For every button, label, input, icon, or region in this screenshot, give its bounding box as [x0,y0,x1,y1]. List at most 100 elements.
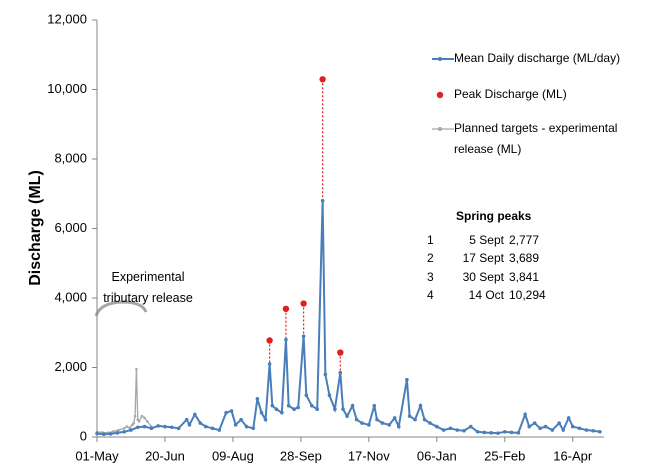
series-point [577,426,582,431]
peak-point [266,337,273,344]
series-point [135,367,138,371]
series-point [108,432,113,436]
series-point [350,403,355,408]
series-point [145,420,149,423]
series-point [422,417,427,422]
series-point [482,430,487,435]
annotation: Experimental tributary release [103,270,193,305]
x-tick-label: 25-Feb [484,448,525,463]
legend-swatch [432,57,454,61]
y-tick-label: 4,000 [54,289,87,304]
series-point [149,426,154,431]
spring-peaks-cell: 30 Sept [462,269,504,284]
legend-label: Peak Discharge (ML) [454,87,567,101]
spring-peaks-cell: 5 Sept [469,232,504,247]
series-point [496,431,500,435]
series-point [125,425,129,428]
spring-peaks-cell: 3,841 [509,269,540,284]
series-point [142,424,147,429]
legend-swatch [432,127,454,131]
spring-peaks-title: Spring peaks [456,209,532,223]
y-tick-label: 6,000 [54,220,87,235]
series-point [475,429,480,434]
spring-peaks-row: 3 30 Sept 3,841 [424,268,574,287]
y-tick-label: 0 [80,428,87,443]
series-point [557,421,561,425]
series-point [251,426,256,431]
series-point [122,429,126,434]
series-point [543,424,548,429]
series-point [413,417,417,422]
series-point [428,421,432,425]
series-point [315,407,319,412]
series-point [184,417,189,422]
spring-peaks-cell: 17 Sept [462,251,504,265]
peak-point [337,349,344,356]
series-point [198,421,203,425]
series-point [239,417,243,422]
spring-peaks-cell: 3 [427,269,434,284]
series-point [323,372,328,377]
peak-point [300,300,307,307]
spring-peaks-cell: 10,294 [509,288,546,302]
x-tick-label: 16-Apr [553,448,593,463]
series-point [137,420,141,423]
series-point [387,423,392,427]
legend-swatch-point [438,127,442,131]
series-point [132,421,135,425]
x-tick-label: 09-Aug [212,448,254,463]
series-point [210,426,215,431]
y-tick-label: 12,000 [47,11,87,26]
series-point [129,428,133,432]
series-point [309,403,314,408]
spring-peaks-row: 4 14 Oct 10,294 [424,286,574,305]
peak-point [282,305,290,313]
series-point [280,410,284,415]
series-point [259,410,264,415]
x-tick-label: 28-Sep [280,448,322,463]
spring-peaks-cell: 4 [427,288,434,302]
series-point [405,377,409,382]
legend-swatch [436,91,444,99]
series-point [115,431,120,435]
spring-peaks: Spring peaks 1 5 Sept 2,777 2 17 Sept 3,689 3 30… [424,207,574,305]
series-point [143,416,146,420]
series-point [233,423,238,427]
series-point [244,424,249,429]
series-point [301,334,306,339]
series-point [455,428,460,432]
x-tick-label: 20-Jun [145,448,185,463]
legend-label: Mean Daily discharge (ML/day) [454,51,621,65]
series-point [274,407,279,412]
series-point [441,428,446,432]
series-point [561,428,566,432]
series-point [304,393,309,398]
series-point [502,429,507,434]
spring-peaks-cell: 2,777 [509,232,540,247]
series-point [375,417,379,422]
series-point [203,424,208,429]
series-point [224,410,228,415]
series-point [516,431,521,435]
series-point [396,424,401,429]
series-point [372,403,377,408]
series-point [95,431,99,436]
y-tick-label: 10,000 [47,81,87,96]
series-point [489,431,493,435]
series-point [598,429,602,434]
series-point [133,414,137,418]
series-point [229,409,234,413]
series-point [140,414,144,418]
spring-peaks-cell: 3,689 [509,251,540,265]
spring-peaks-row: 2 17 Sept 3,689 [424,249,574,268]
series-point [117,428,121,432]
series-point [338,370,343,375]
y-axis-label: Discharge (ML) [27,170,44,286]
series-point [538,426,542,431]
series-point [292,407,296,412]
spring-peaks-cell: 2 [427,251,434,265]
spring-peaks-cell: 1 [427,232,434,247]
series-point [407,414,412,418]
series-line [96,369,152,434]
series-point [354,417,359,422]
